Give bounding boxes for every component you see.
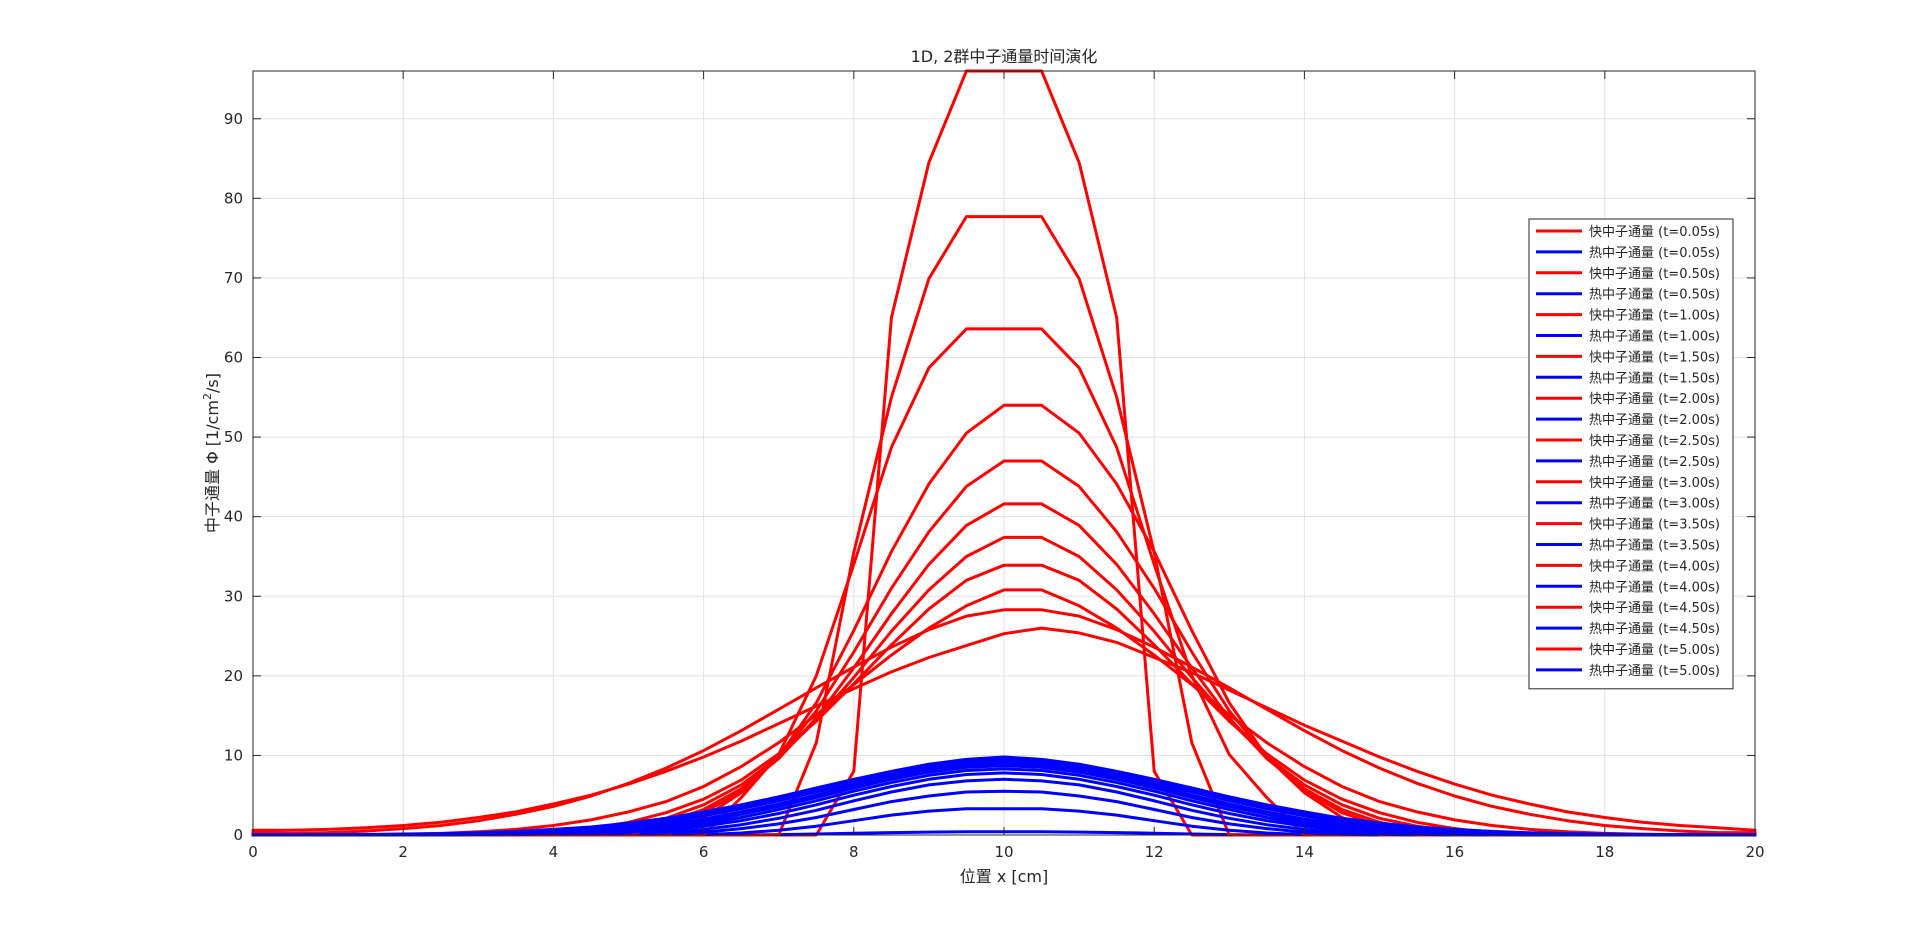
x-tick-label: 10 bbox=[994, 843, 1013, 861]
legend-entry: 快中子通量 (t=3.00s) bbox=[1589, 476, 1720, 491]
legend-entry: 热中子通量 (t=1.50s) bbox=[1589, 371, 1720, 386]
y-tick-label: 80 bbox=[224, 189, 243, 207]
chart-title: 1D, 2群中子通量时间演化 bbox=[911, 47, 1098, 66]
series-line-20 bbox=[251, 626, 1757, 832]
y-axis-label-prefix: 中子通量 Φ [1/cm bbox=[203, 400, 222, 533]
x-tick-label: 4 bbox=[549, 843, 559, 861]
x-tick-label: 16 bbox=[1445, 843, 1464, 861]
y-axis-label-superscript: 2 bbox=[201, 393, 214, 400]
series-line-21 bbox=[251, 755, 1757, 837]
y-tick-label: 50 bbox=[224, 428, 243, 446]
y-axis-label-suffix: /s] bbox=[203, 373, 222, 393]
x-axis-label: 位置 x [cm] bbox=[960, 867, 1049, 886]
legend: 快中子通量 (t=0.05s) 热中子通量 (t=0.05s) 快中子通量 (t=0… bbox=[1528, 218, 1734, 690]
legend-entry: 快中子通量 (t=5.00s) bbox=[1589, 643, 1720, 658]
legend-entry: 热中子通量 (t=2.00s) bbox=[1589, 413, 1720, 428]
x-tick-label: 0 bbox=[248, 843, 258, 861]
legend-entry: 热中子通量 (t=2.50s) bbox=[1589, 455, 1720, 470]
x-tick-label: 18 bbox=[1595, 843, 1614, 861]
legend-entry: 热中子通量 (t=5.00s) bbox=[1589, 664, 1720, 679]
legend-entry: 快中子通量 (t=2.50s) bbox=[1589, 434, 1720, 449]
y-tick-label: 0 bbox=[233, 826, 243, 844]
legend-entry: 热中子通量 (t=4.00s) bbox=[1589, 580, 1720, 595]
legend-entry: 热中子通量 (t=0.05s) bbox=[1589, 246, 1720, 261]
legend-entry: 快中子通量 (t=3.50s) bbox=[1589, 518, 1720, 533]
series-line-16 bbox=[251, 588, 1757, 837]
legend-box bbox=[1528, 218, 1734, 690]
x-tick-label: 6 bbox=[699, 843, 709, 861]
legend-entry: 热中子通量 (t=0.50s) bbox=[1589, 288, 1720, 303]
legend-entry: 热中子通量 (t=4.50s) bbox=[1589, 622, 1720, 637]
y-axis-label: 中子通量 Φ [1/cm2/s] bbox=[201, 373, 222, 533]
axis-ticks: 0 2 4 6 8 10 12 14 16 18 20 0 10 20 30 40 50 60 70 80 90 bbox=[224, 71, 1765, 861]
legend-entry: 快中子通量 (t=4.00s) bbox=[1589, 559, 1720, 574]
y-tick-label: 30 bbox=[224, 587, 243, 605]
x-tick-label: 20 bbox=[1745, 843, 1764, 861]
legend-entry: 快中子通量 (t=2.00s) bbox=[1589, 392, 1720, 407]
y-tick-label: 40 bbox=[224, 508, 243, 526]
legend-entry: 快中子通量 (t=0.50s) bbox=[1589, 267, 1720, 282]
y-tick-label: 20 bbox=[224, 667, 243, 685]
y-tick-label: 60 bbox=[224, 349, 243, 367]
legend-entry: 快中子通量 (t=4.50s) bbox=[1589, 601, 1720, 616]
x-tick-label: 2 bbox=[398, 843, 408, 861]
y-tick-label: 90 bbox=[224, 110, 243, 128]
x-tick-label: 12 bbox=[1145, 843, 1164, 861]
legend-entry: 热中子通量 (t=3.00s) bbox=[1589, 497, 1720, 512]
y-tick-label: 10 bbox=[224, 746, 243, 764]
y-tick-label: 70 bbox=[224, 269, 243, 287]
legend-entry: 快中子通量 (t=0.05s) bbox=[1589, 225, 1720, 240]
series-line-18 bbox=[251, 608, 1757, 835]
legend-entry: 热中子通量 (t=1.00s) bbox=[1589, 330, 1720, 345]
x-tick-label: 8 bbox=[849, 843, 859, 861]
legend-entry: 热中子通量 (t=3.50s) bbox=[1589, 539, 1720, 554]
legend-entry: 快中子通量 (t=1.50s) bbox=[1589, 350, 1720, 365]
x-tick-label: 14 bbox=[1295, 843, 1314, 861]
legend-entry: 快中子通量 (t=1.00s) bbox=[1589, 309, 1720, 324]
